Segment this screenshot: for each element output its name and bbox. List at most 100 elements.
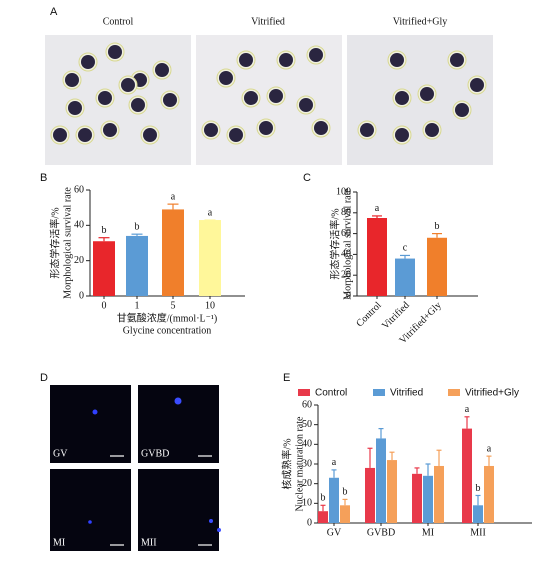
image-title: Control bbox=[103, 16, 134, 27]
image-label: MII bbox=[141, 537, 157, 548]
oocyte bbox=[163, 93, 177, 107]
x-tick-label: MII bbox=[470, 527, 486, 538]
x-tick-label: 1 bbox=[135, 300, 140, 311]
oocyte bbox=[78, 128, 92, 142]
chromatin bbox=[174, 397, 182, 405]
oocyte bbox=[309, 48, 323, 62]
oocyte bbox=[425, 123, 439, 137]
y-tick-label: 0 bbox=[79, 290, 84, 301]
bar bbox=[162, 209, 184, 296]
x-tick-label: 5 bbox=[171, 300, 176, 311]
image-title: Vitrified bbox=[251, 16, 285, 27]
x-tick-label: MI bbox=[422, 527, 434, 538]
legend-swatch bbox=[298, 389, 310, 396]
significance-letter: b bbox=[476, 483, 481, 494]
y-tick-label: 60 bbox=[74, 184, 84, 195]
bar bbox=[340, 505, 350, 523]
y-tick-label: 80 bbox=[341, 207, 351, 218]
oocyte bbox=[314, 121, 328, 135]
y-tick-label: 40 bbox=[302, 439, 312, 450]
y-axis-label: Morphological survival rate bbox=[62, 187, 73, 299]
oocyte bbox=[420, 87, 434, 101]
y-tick-label: 40 bbox=[74, 220, 84, 231]
y-axis-label: 形态学存活率/% bbox=[48, 207, 61, 278]
significance-letter: b bbox=[135, 221, 140, 232]
bar bbox=[365, 467, 375, 523]
oocyte bbox=[455, 103, 469, 117]
significance-letter: a bbox=[171, 191, 176, 202]
image-label: GV bbox=[53, 448, 68, 459]
fluorescence-image bbox=[50, 385, 131, 463]
chromatin bbox=[88, 520, 92, 524]
significance-letter: b bbox=[102, 225, 107, 236]
significance-letter: c bbox=[403, 243, 408, 254]
oocyte bbox=[204, 123, 218, 137]
oocyte bbox=[155, 63, 169, 77]
chromatin bbox=[92, 409, 98, 415]
y-tick-label: 20 bbox=[74, 255, 84, 266]
significance-letter: a bbox=[375, 203, 380, 214]
y-tick-label: 20 bbox=[341, 269, 351, 280]
oocyte bbox=[229, 128, 243, 142]
fluorescence-image bbox=[50, 469, 131, 551]
bar bbox=[93, 241, 115, 296]
bar bbox=[473, 505, 483, 523]
legend-swatch bbox=[373, 389, 385, 396]
oocyte bbox=[450, 53, 464, 67]
oocyte bbox=[360, 123, 374, 137]
oocyte bbox=[108, 45, 122, 59]
micrographs bbox=[45, 35, 493, 165]
oocyte bbox=[98, 91, 112, 105]
y-tick-label: 100 bbox=[336, 186, 351, 197]
bar bbox=[318, 511, 328, 523]
bar bbox=[367, 218, 387, 296]
bar bbox=[126, 235, 148, 296]
oocyte bbox=[121, 78, 135, 92]
y-tick-label: 10 bbox=[302, 498, 312, 509]
bar bbox=[329, 477, 339, 523]
image-title: Vitrified+Gly bbox=[393, 16, 447, 27]
oocyte bbox=[470, 78, 484, 92]
y-axis-label: Nuclear maturation rate bbox=[294, 416, 305, 512]
oocyte bbox=[269, 89, 283, 103]
panel-label: A bbox=[50, 6, 58, 18]
significance-letter: a bbox=[465, 404, 470, 415]
oocyte bbox=[244, 91, 258, 105]
y-axis-label: Morphological survival rate bbox=[342, 188, 353, 300]
y-tick-label: 50 bbox=[302, 419, 312, 430]
image-label: GVBD bbox=[141, 448, 169, 459]
bar bbox=[395, 258, 415, 296]
bar bbox=[387, 460, 397, 523]
chromatin bbox=[217, 528, 221, 532]
oocyte bbox=[299, 98, 313, 112]
oocyte bbox=[219, 71, 233, 85]
significance-letter: a bbox=[487, 443, 492, 454]
y-tick-label: 30 bbox=[302, 458, 312, 469]
x-axis-label: Glycine concentration bbox=[123, 325, 212, 336]
y-axis-label: 核成熟率/% bbox=[280, 438, 293, 489]
x-axis-label: 甘氨酸浓度/(mmol·L⁻¹) bbox=[117, 311, 218, 324]
oocyte bbox=[81, 55, 95, 69]
significance-letter: b bbox=[321, 493, 326, 504]
oocyte bbox=[239, 53, 253, 67]
legend-swatch bbox=[448, 389, 460, 396]
y-tick-label: 60 bbox=[341, 228, 351, 239]
panel-label: E bbox=[283, 372, 290, 384]
y-tick-label: 0 bbox=[307, 517, 312, 528]
y-axis-label: 形态学存活率/% bbox=[328, 208, 341, 279]
x-tick-label: GV bbox=[327, 527, 342, 538]
y-tick-label: 0 bbox=[346, 290, 351, 301]
fluorescence-image bbox=[138, 469, 219, 551]
chromatin bbox=[209, 519, 213, 523]
panel-label: B bbox=[40, 172, 47, 184]
bar bbox=[376, 438, 386, 523]
oocyte bbox=[395, 128, 409, 142]
oocyte bbox=[65, 73, 79, 87]
bar bbox=[423, 475, 433, 523]
x-tick-label: Control bbox=[354, 300, 384, 330]
panel-label: C bbox=[303, 172, 311, 184]
panel-label: D bbox=[40, 372, 48, 384]
bar bbox=[484, 465, 494, 523]
